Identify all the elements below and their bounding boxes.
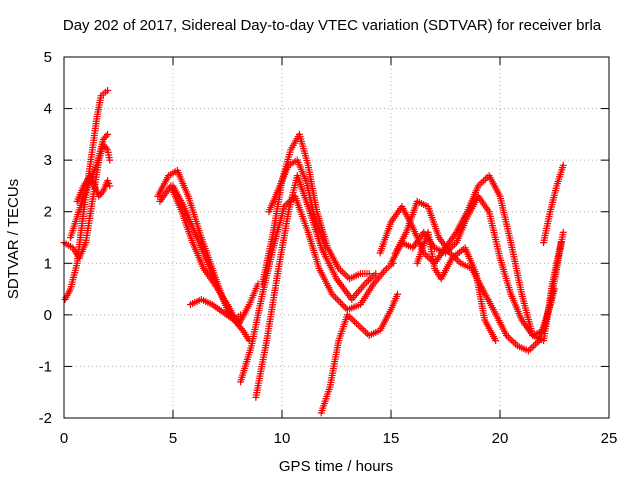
data-marker [337, 299, 345, 307]
x-tick-label: 10 [274, 430, 291, 447]
plot-frame [63, 56, 610, 419]
data-marker [330, 292, 338, 300]
data-marker [356, 323, 364, 331]
y-tick-label: 4 [44, 101, 52, 118]
data-marker [530, 342, 538, 350]
y-tick-label: 1 [44, 255, 52, 272]
data-marker [338, 301, 346, 309]
data-marker [492, 337, 500, 345]
data-marker [510, 338, 518, 346]
data-marker [508, 337, 516, 345]
data-marker [366, 275, 374, 283]
series-track-13 [317, 290, 402, 417]
data-marker [506, 335, 514, 343]
y-tick-label: -1 [39, 358, 52, 375]
x-tick-label: 20 [492, 430, 509, 447]
data-marker [344, 273, 352, 281]
data-marker [559, 228, 567, 236]
y-tick-label: -2 [39, 410, 52, 427]
data-marker [342, 304, 350, 312]
data-marker [364, 276, 372, 284]
data-marker [363, 278, 371, 286]
data-marker [363, 330, 371, 338]
data-marker [354, 321, 362, 329]
data-marker [480, 177, 488, 185]
data-marker [328, 290, 336, 298]
data-points [60, 87, 567, 417]
data-marker [532, 340, 540, 348]
chart-title: Day 202 of 2017, Sidereal Day-to-day VTE… [63, 17, 602, 34]
series-track-18 [540, 161, 567, 247]
data-marker [360, 326, 368, 334]
data-marker [394, 290, 402, 298]
x-tick-label: 15 [383, 430, 400, 447]
data-marker [340, 270, 348, 278]
y-tick-label: 2 [44, 204, 52, 221]
series-track-4 [73, 172, 114, 205]
x-tick-label: 0 [60, 430, 68, 447]
data-marker [349, 316, 357, 324]
data-marker [106, 182, 114, 190]
data-marker [335, 297, 343, 305]
series-track-8 [186, 295, 245, 324]
data-marker [237, 311, 245, 319]
data-marker [333, 295, 341, 303]
data-marker [526, 345, 534, 353]
data-marker [104, 130, 112, 138]
data-marker [352, 319, 360, 327]
data-marker [478, 178, 486, 186]
data-marker [559, 161, 567, 169]
data-marker [365, 270, 373, 278]
data-marker [104, 87, 112, 95]
data-marker [98, 189, 106, 197]
y-axis-label: SDTVAR / TECUs [5, 179, 22, 299]
data-marker [340, 302, 348, 310]
x-axis-label: GPS time / hours [279, 458, 393, 475]
series-track-12 [265, 156, 330, 252]
data-marker [358, 325, 366, 333]
data-marker [338, 268, 346, 276]
axis-ticks: 0 5 10 15 20 25 -2 -1 0 1 2 3 4 5 [39, 49, 618, 447]
series-track-3 [67, 130, 112, 241]
series-track-10 [252, 172, 380, 401]
y-tick-label: 3 [44, 152, 52, 169]
y-tick-label: 5 [44, 49, 52, 66]
x-tick-label: 5 [169, 430, 177, 447]
data-marker [102, 132, 110, 140]
data-marker [347, 314, 355, 322]
data-marker [332, 294, 340, 302]
series-track-2 [60, 141, 114, 262]
y-tick-label: 0 [44, 307, 52, 324]
data-marker [481, 175, 489, 183]
x-tick-label: 25 [601, 430, 618, 447]
series-track-17 [413, 228, 500, 345]
data-marker [372, 270, 380, 278]
data-marker [453, 256, 461, 264]
series-track-1 [61, 87, 112, 303]
data-marker [102, 144, 110, 152]
data-marker [322, 244, 330, 252]
data-marker [106, 156, 114, 164]
data-marker [351, 318, 359, 326]
